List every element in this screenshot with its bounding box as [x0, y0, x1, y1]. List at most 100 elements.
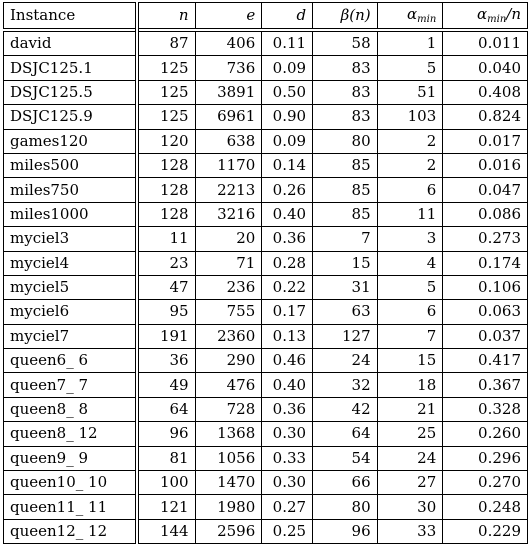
cell-e: 755: [194, 299, 263, 325]
cell-instance: DSJC125.9: [3, 104, 140, 130]
cell-d: 0.50: [261, 79, 314, 106]
cell-d: 0.28: [261, 250, 314, 276]
cell-e: 2360: [194, 323, 263, 350]
cell-instance: queen8_ 12: [3, 421, 140, 447]
cell-instance: queen7_ 7: [3, 372, 140, 398]
cell-d: 0.09: [261, 55, 314, 81]
cell-instance: queen11_ 11: [3, 494, 140, 520]
cell-beta: 54: [312, 445, 378, 472]
cell-alpha-ratio: 0.047: [442, 177, 528, 203]
cell-instance: miles750: [3, 177, 140, 203]
cell-beta: 66: [312, 470, 378, 496]
cell-beta: 83: [312, 55, 378, 81]
cell-instance: myciel3: [3, 226, 140, 252]
cell-alpha-ratio: 0.086: [442, 201, 528, 228]
header-row: Instance n e d β(n) αmin αmin/n: [3, 2, 528, 31]
cell-beta: 32: [312, 372, 378, 398]
cell-instance: queen10_ 10: [3, 470, 140, 496]
cell-beta: 42: [312, 396, 378, 423]
cell-n: 128: [136, 177, 196, 203]
cell-beta: 85: [312, 201, 378, 228]
cell-alpha-min: 21: [376, 396, 444, 423]
cell-alpha-ratio: 0.248: [442, 494, 528, 520]
cell-d: 0.22: [261, 274, 314, 301]
cell-d: 0.36: [261, 226, 314, 252]
cell-n: 36: [136, 348, 196, 374]
cell-alpha-ratio: 0.016: [442, 152, 528, 179]
table-row: DSJC125.9 125 6961 0.90 83 103 0.824: [3, 104, 528, 130]
cell-alpha-ratio: 0.260: [442, 421, 528, 447]
cell-beta: 83: [312, 104, 378, 130]
cell-alpha-ratio: 0.037: [442, 323, 528, 350]
cell-instance: queen9_ 9: [3, 445, 140, 472]
header-alpha-ratio: αmin/n: [442, 2, 528, 31]
table-row: games120 120 638 0.09 80 2 0.017: [3, 128, 528, 154]
cell-n: 128: [136, 152, 196, 179]
cell-alpha-ratio: 0.367: [442, 372, 528, 398]
header-alpha-min-symbol: α: [407, 4, 418, 23]
cell-instance: DSJC125.1: [3, 55, 140, 81]
cell-n: 47: [136, 274, 196, 301]
cell-n: 95: [136, 299, 196, 325]
cell-beta: 83: [312, 79, 378, 106]
cell-n: 11: [136, 226, 196, 252]
cell-n: 49: [136, 372, 196, 398]
cell-beta: 85: [312, 177, 378, 203]
cell-e: 236: [194, 274, 263, 301]
cell-instance: myciel7: [3, 323, 140, 350]
cell-alpha-min: 18: [376, 372, 444, 398]
header-n: n: [136, 2, 196, 31]
table-row: myciel5 47 236 0.22 31 5 0.106: [3, 274, 528, 301]
cell-beta: 31: [312, 274, 378, 301]
cell-e: 406: [194, 29, 263, 57]
cell-e: 20: [194, 226, 263, 252]
header-alpha-min: αmin: [376, 2, 444, 31]
cell-instance: myciel5: [3, 274, 140, 301]
cell-alpha-ratio: 0.328: [442, 396, 528, 423]
cell-alpha-min: 30: [376, 494, 444, 520]
cell-alpha-min: 24: [376, 445, 444, 472]
cell-alpha-min: 4: [376, 250, 444, 276]
table-row: myciel3 11 20 0.36 7 3 0.273: [3, 226, 528, 252]
cell-instance: miles1000: [3, 201, 140, 228]
cell-e: 728: [194, 396, 263, 423]
table-row: david 87 406 0.11 58 1 0.011: [3, 29, 528, 57]
cell-beta: 58: [312, 29, 378, 57]
header-alpha-ratio-tail: /n: [506, 4, 521, 23]
cell-d: 0.11: [261, 29, 314, 57]
table-body: david 87 406 0.11 58 1 0.011 DSJC125.1 125 736 0.0…: [3, 29, 528, 544]
cell-alpha-min: 6: [376, 299, 444, 325]
cell-alpha-ratio: 0.273: [442, 226, 528, 252]
cell-beta: 127: [312, 323, 378, 350]
cell-e: 1980: [194, 494, 263, 520]
cell-alpha-ratio: 0.063: [442, 299, 528, 325]
header-e: e: [194, 2, 263, 31]
cell-d: 0.13: [261, 323, 314, 350]
cell-e: 1470: [194, 470, 263, 496]
table-row: queen9_ 9 81 1056 0.33 54 24 0.296: [3, 445, 528, 472]
cell-d: 0.26: [261, 177, 314, 203]
cell-alpha-ratio: 0.408: [442, 79, 528, 106]
table-row: queen11_ 11 121 1980 0.27 80 30 0.248: [3, 494, 528, 520]
cell-instance: myciel6: [3, 299, 140, 325]
cell-alpha-ratio: 0.417: [442, 348, 528, 374]
cell-e: 71: [194, 250, 263, 276]
cell-n: 23: [136, 250, 196, 276]
cell-e: 2213: [194, 177, 263, 203]
cell-alpha-min: 2: [376, 152, 444, 179]
cell-e: 1170: [194, 152, 263, 179]
cell-d: 0.40: [261, 201, 314, 228]
cell-d: 0.27: [261, 494, 314, 520]
cell-alpha-ratio: 0.270: [442, 470, 528, 496]
cell-instance: myciel4: [3, 250, 140, 276]
cell-e: 6961: [194, 104, 263, 130]
cell-d: 0.90: [261, 104, 314, 130]
cell-alpha-min: 2: [376, 128, 444, 154]
cell-d: 0.36: [261, 396, 314, 423]
table-row: queen8_ 8 64 728 0.36 42 21 0.328: [3, 396, 528, 423]
cell-alpha-min: 15: [376, 348, 444, 374]
table-row: queen7_ 7 49 476 0.40 32 18 0.367: [3, 372, 528, 398]
header-instance: Instance: [3, 2, 140, 31]
cell-alpha-ratio: 0.106: [442, 274, 528, 301]
cell-alpha-ratio: 0.011: [442, 29, 528, 57]
